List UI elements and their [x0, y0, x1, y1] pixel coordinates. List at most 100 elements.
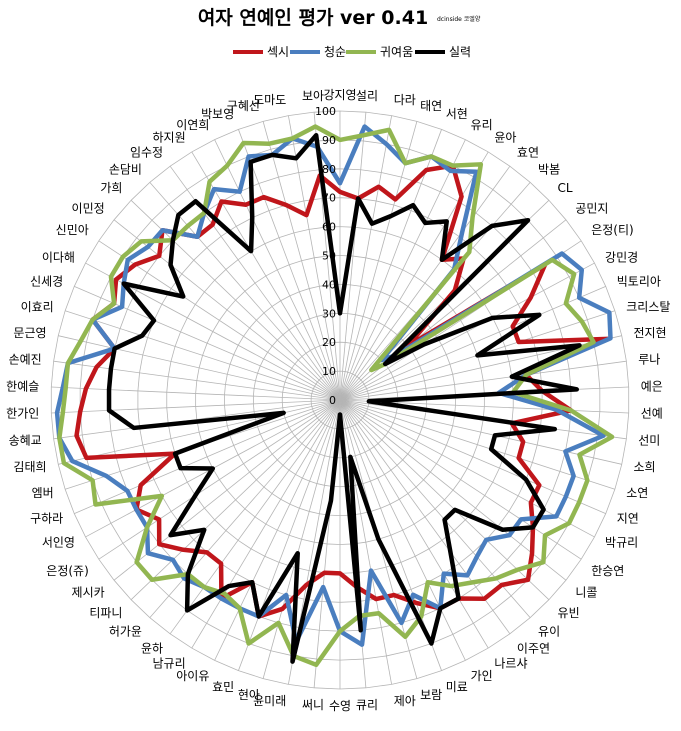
- spoke: [339, 399, 550, 601]
- category-label: 유이: [538, 625, 560, 639]
- category-label: 설리: [356, 89, 378, 103]
- tick-label: 50: [322, 250, 336, 263]
- category-label: 구혜선: [227, 99, 260, 113]
- category-label: 가인: [471, 669, 493, 683]
- spoke: [238, 399, 341, 671]
- spoke: [53, 360, 341, 401]
- tick-label: 100: [315, 105, 336, 118]
- category-label: 큐리: [356, 698, 378, 712]
- spoke: [238, 129, 341, 401]
- spoke: [262, 399, 341, 679]
- category-label: 선미: [638, 433, 660, 447]
- spoke: [51, 399, 341, 414]
- category-label: 공민지: [575, 201, 608, 215]
- category-label: 송혜교: [9, 433, 42, 447]
- category-label: 보아: [302, 89, 324, 103]
- category-label: 엠버: [32, 486, 54, 500]
- spoke: [339, 399, 622, 465]
- category-label: 이주연: [517, 642, 550, 656]
- category-label: 구하라: [30, 511, 63, 525]
- legend: 섹시 청순 귀여움 실력: [233, 45, 471, 59]
- spoke: [339, 399, 595, 538]
- spoke: [339, 399, 615, 490]
- category-label: 가희: [100, 181, 122, 195]
- tick-label: 20: [322, 336, 336, 349]
- spoke: [339, 262, 595, 401]
- tick-label: 10: [322, 365, 336, 378]
- radar-tick-labels: 0 10 20 30 40 50 60 70 80 90 100: [315, 105, 336, 407]
- category-label: 소연: [626, 486, 648, 500]
- category-label: 태연: [420, 99, 442, 113]
- category-label: 하지원: [152, 131, 185, 145]
- spoke: [339, 165, 511, 401]
- series-line-3: [106, 132, 582, 664]
- legend-label-sexy: 섹시: [267, 45, 289, 59]
- spoke: [339, 112, 367, 401]
- category-label: 강민경: [605, 250, 638, 264]
- category-label: 유리: [471, 118, 493, 132]
- series-line-2: [57, 124, 615, 668]
- category-label: 니콜: [575, 586, 597, 600]
- legend-label-innocent: 청순: [324, 45, 346, 59]
- category-label: 은정(쥬): [46, 564, 88, 578]
- category-label: 서인영: [42, 536, 75, 550]
- series-line-0: [74, 163, 610, 619]
- category-label: 박규리: [605, 536, 638, 550]
- category-label: 한가인: [6, 407, 39, 421]
- spoke: [169, 399, 341, 635]
- spoke: [214, 139, 341, 401]
- spoke: [339, 399, 466, 661]
- spoke: [58, 335, 341, 401]
- spoke: [339, 121, 418, 401]
- spoke: [339, 399, 511, 635]
- category-label: 윤미래: [253, 694, 286, 708]
- tick-label: 70: [322, 192, 336, 205]
- category-label: 선예: [641, 407, 663, 421]
- spoke: [339, 399, 489, 649]
- category-label: 제아: [394, 694, 416, 708]
- category-label: 한승연: [591, 564, 624, 578]
- category-label: 루나: [638, 353, 660, 367]
- category-label: 임수정: [130, 145, 163, 159]
- spoke: [74, 399, 341, 514]
- spoke: [339, 139, 466, 401]
- spoke: [214, 399, 341, 661]
- spoke: [191, 399, 341, 649]
- spoke: [113, 399, 341, 581]
- chart-subtitle: dcinside 코엘양: [437, 15, 481, 23]
- category-label: 유빈: [558, 606, 580, 620]
- category-label: 신민아: [56, 223, 89, 237]
- category-label: 보람: [420, 688, 442, 702]
- category-label: 써니: [302, 698, 324, 712]
- category-label: 박보영: [201, 107, 234, 121]
- category-label: 아이유: [176, 669, 209, 683]
- tick-label: 60: [322, 221, 336, 234]
- radar-series: [54, 124, 615, 668]
- category-label: 한예슬: [6, 379, 39, 393]
- category-label: 허가윤: [109, 625, 142, 639]
- category-label: 신세경: [30, 275, 63, 289]
- spoke: [149, 399, 341, 618]
- category-label: 전지현: [633, 326, 666, 340]
- spoke: [339, 286, 606, 401]
- category-label: 은정(티): [591, 223, 633, 237]
- tick-label: 40: [322, 278, 336, 291]
- category-label: 도마도: [253, 93, 286, 107]
- spoke: [98, 399, 341, 560]
- spoke: [113, 219, 341, 401]
- category-label: 손예진: [9, 353, 42, 367]
- spoke: [191, 151, 341, 401]
- tick-label: 80: [322, 163, 336, 176]
- category-label: 소희: [633, 460, 655, 474]
- spoke: [51, 386, 341, 401]
- category-label: 손담비: [109, 162, 142, 176]
- spoke: [339, 399, 567, 581]
- category-label: 이연희: [176, 118, 209, 132]
- category-label: 수영: [329, 699, 351, 713]
- category-label: CL: [558, 181, 573, 195]
- spoke: [288, 115, 341, 401]
- spoke: [130, 199, 341, 401]
- category-label: 문근영: [13, 326, 46, 340]
- spoke: [262, 121, 341, 401]
